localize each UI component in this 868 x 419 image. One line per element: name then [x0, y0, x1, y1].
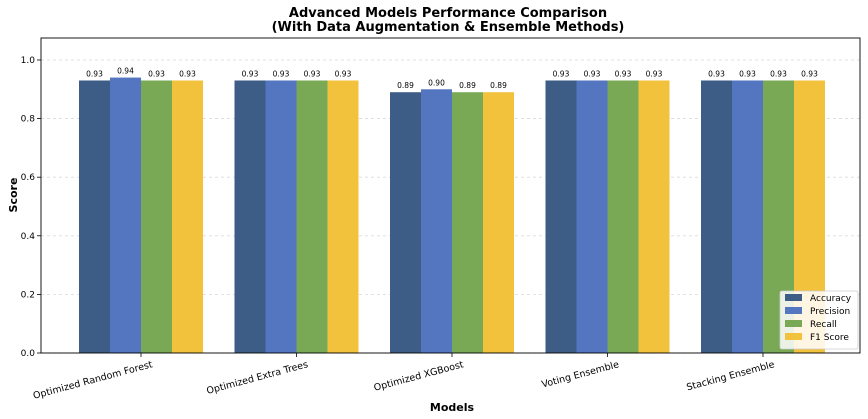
- data-label: 0.93: [179, 69, 196, 78]
- bar-precision: [110, 77, 141, 353]
- data-label: 0.93: [615, 69, 632, 78]
- bar-recall: [141, 80, 172, 353]
- legend-swatch: [785, 294, 802, 301]
- bar-precision: [732, 80, 763, 353]
- x-tick-label: Voting Ensemble: [541, 359, 621, 390]
- data-label: 0.93: [584, 69, 601, 78]
- bar-f1-score: [172, 80, 203, 353]
- legend-swatch: [785, 320, 802, 327]
- data-label: 0.94: [117, 67, 134, 76]
- bar-recall: [452, 92, 483, 354]
- legend-entry: Accuracy: [810, 294, 852, 304]
- data-label: 0.93: [304, 69, 321, 78]
- data-label: 0.93: [273, 69, 290, 78]
- data-label: 0.89: [459, 81, 476, 90]
- y-tick-label: 0.2: [21, 290, 35, 300]
- bar-f1-score: [327, 80, 359, 353]
- data-label: 0.90: [428, 78, 445, 87]
- y-tick-label: 1.0: [21, 56, 36, 66]
- x-axis-label: Models: [430, 401, 475, 414]
- data-label: 0.93: [553, 69, 570, 78]
- y-tick-label: 0.0: [21, 349, 36, 359]
- data-label: 0.93: [708, 69, 725, 78]
- bar-recall: [607, 80, 639, 353]
- plot-frame: [40, 37, 861, 354]
- bar-precision: [576, 80, 608, 353]
- x-tick-label: Optimized XGBoost: [373, 359, 465, 394]
- bars: 0.93 0.94 0.93 0.93 0.93 0.93 0.93 0.93 0.89 0.90…: [79, 67, 825, 354]
- legend-swatch: [785, 307, 802, 314]
- x-tick-label: Optimized Random Forest: [32, 359, 154, 402]
- legend-entry: F1 Score: [810, 333, 849, 343]
- bar-accuracy: [79, 80, 110, 353]
- y-axis-label: Score: [7, 178, 20, 213]
- y-tick-label: 0.8: [21, 115, 36, 125]
- chart-subtitle: (With Data Augmentation & Ensemble Metho…: [272, 20, 625, 35]
- bar-precision: [421, 89, 452, 354]
- y-tick-label: 0.4: [21, 232, 36, 242]
- data-label: 0.89: [397, 81, 414, 90]
- legend: Accuracy Precision Recall F1 Score: [779, 290, 859, 350]
- data-label: 0.93: [242, 69, 259, 78]
- legend-entry: Recall: [810, 320, 837, 330]
- data-label: 0.93: [801, 69, 818, 78]
- chart-title: Advanced Models Performance Comparison: [289, 6, 607, 21]
- data-label: 0.93: [739, 69, 756, 78]
- data-label: 0.93: [770, 69, 787, 78]
- x-tick-label: Optimized Extra Trees: [205, 359, 309, 397]
- legend-swatch: [785, 333, 802, 340]
- data-label: 0.93: [335, 69, 352, 78]
- bar-accuracy: [545, 80, 577, 353]
- bar-f1-score: [483, 92, 514, 354]
- data-label: 0.93: [148, 69, 165, 78]
- bar-accuracy: [701, 80, 732, 353]
- x-tick-label: Stacking Ensemble: [685, 359, 776, 393]
- y-tick-label: 0.6: [21, 173, 36, 183]
- bar-accuracy: [390, 92, 421, 354]
- data-label: 0.93: [86, 69, 103, 78]
- bar-precision: [265, 80, 297, 353]
- data-label: 0.93: [646, 69, 663, 78]
- data-label: 0.89: [490, 81, 507, 90]
- bar-recall: [296, 80, 328, 353]
- legend-entry: Precision: [810, 307, 850, 317]
- bar-accuracy: [234, 80, 266, 353]
- bar-f1-score: [638, 80, 670, 353]
